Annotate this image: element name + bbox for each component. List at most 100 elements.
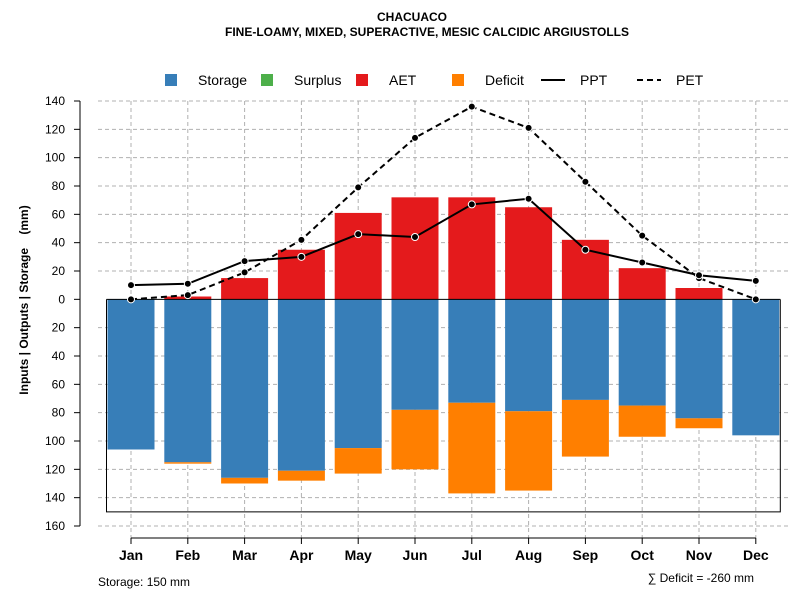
ppt-point-aug: [524, 194, 533, 203]
pet-point-aug: [524, 123, 533, 132]
legend-label-aet: AET: [389, 72, 417, 88]
y-tick-label: 60: [52, 377, 66, 391]
ppt-point-mar: [240, 257, 249, 266]
pet-point-apr: [297, 235, 306, 244]
x-tick-label-sep: Sep: [573, 547, 599, 563]
y-tick-label: 20: [52, 321, 66, 335]
x-tick-label-mar: Mar: [232, 547, 257, 563]
legend-label-storage: Storage: [198, 72, 247, 88]
storage-note: Storage: 150 mm: [98, 575, 190, 589]
aet-bar-nov: [675, 288, 723, 300]
storage-bar-mar: [221, 299, 269, 478]
chart-title: CHACUACO: [377, 10, 447, 24]
deficit-bar-jul: [448, 402, 496, 494]
storage-bar-jul: [448, 299, 496, 403]
aet-bar-jul: [448, 197, 496, 300]
y-tick-label: 40: [52, 349, 66, 363]
deficit-bar-aug: [505, 411, 553, 491]
aet-bar-may: [334, 212, 382, 300]
ppt-point-nov: [695, 271, 703, 280]
storage-bar-apr: [277, 299, 325, 471]
y-tick-label: 60: [52, 207, 66, 221]
ppt-point-dec: [751, 276, 760, 285]
y-tick-label: 20: [52, 264, 66, 278]
legend-swatch-surplus: [261, 74, 273, 86]
y-tick-label: 100: [45, 151, 65, 165]
pet-point-jul: [467, 102, 476, 111]
pet-point-oct: [638, 231, 647, 240]
storage-bar-feb: [164, 299, 212, 463]
legend-label-pet: PET: [676, 72, 704, 88]
chart-subtitle: FINE-LOAMY, MIXED, SUPERACTIVE, MESIC CA…: [225, 25, 629, 39]
deficit-bar-jun: [391, 409, 439, 470]
x-tick-label-feb: Feb: [175, 547, 200, 563]
aet-bar-aug: [505, 207, 553, 300]
deficit-bar-mar: [221, 477, 269, 484]
y-tick-label: 120: [45, 122, 65, 136]
ppt-point-jul: [467, 200, 476, 209]
pet-point-feb: [183, 291, 192, 300]
y-tick-label: 80: [52, 406, 66, 420]
deficit-bar-may: [334, 448, 382, 474]
ppt-point-may: [354, 230, 363, 239]
deficit-note: ∑ Deficit = -260 mm: [648, 571, 754, 585]
y-tick-label: 140: [45, 94, 65, 108]
deficit-bar-apr: [277, 470, 325, 481]
y-axis-title: Inputs | Outputs | Storage (mm): [17, 205, 31, 394]
pet-point-mar: [240, 268, 249, 277]
x-tick-label-oct: Oct: [631, 547, 655, 563]
x-tick-label-aug: Aug: [515, 547, 542, 563]
storage-capacity-box: [106, 299, 781, 513]
aet-bar-mar: [221, 278, 269, 300]
ppt-point-sep: [581, 245, 590, 254]
ppt-point-feb: [183, 279, 192, 288]
y-tick-label: 120: [45, 462, 65, 476]
pet-point-jun: [411, 133, 419, 142]
legend-swatch-deficit: [452, 74, 464, 86]
ppt-point-jan: [127, 281, 135, 290]
pet-point-sep: [581, 177, 590, 186]
legend: Storage Surplus AET Deficit PPT PET: [165, 72, 704, 88]
pet-point-may: [354, 183, 363, 192]
y-tick-label: 0: [58, 292, 65, 306]
deficit-bar-nov: [675, 418, 723, 429]
ppt-point-apr: [297, 252, 306, 261]
y-tick-label: 160: [45, 519, 65, 533]
pet-point-dec: [751, 295, 760, 304]
ppt-point-jun: [411, 233, 419, 241]
storage-bar-aug: [505, 299, 553, 412]
aet-bar-oct: [618, 268, 666, 300]
x-tick-label-may: May: [345, 547, 372, 563]
deficit-bar-feb: [164, 462, 212, 464]
pet-point-jan: [127, 295, 135, 304]
pet-line: [130, 105, 757, 301]
legend-swatch-aet: [356, 74, 368, 86]
x-tick-label-nov: Nov: [686, 547, 713, 563]
storage-bar-sep: [561, 299, 609, 400]
x-tick-label-jul: Jul: [462, 547, 482, 563]
y-tick-label: 80: [52, 179, 66, 193]
storage-bar-nov: [675, 299, 723, 419]
ppt-line: [130, 197, 756, 287]
ppt-point-oct: [638, 258, 647, 267]
deficit-bar-oct: [618, 405, 666, 437]
storage-frame: [106, 298, 781, 513]
storage-bar-oct: [618, 299, 666, 406]
legend-label-deficit: Deficit: [485, 72, 524, 88]
x-tick-label-jan: Jan: [119, 547, 143, 563]
aet-bar-jun: [391, 197, 439, 300]
axes: 140 120 100 80 60 40 20 0 20 40 60 80 100 120 140 160 Ja…: [45, 94, 769, 563]
y-tick-label: 140: [45, 491, 65, 505]
storage-bar-jan: [107, 299, 155, 450]
y-tick-label: 100: [45, 434, 65, 448]
series-lines: [127, 102, 760, 304]
legend-swatch-storage: [165, 74, 177, 86]
x-tick-label-dec: Dec: [743, 547, 769, 563]
bars: [107, 197, 780, 494]
y-tick-label: 40: [52, 236, 66, 250]
legend-label-surplus: Surplus: [294, 72, 341, 88]
storage-bar-jun: [391, 299, 439, 410]
x-tick-label-jun: Jun: [403, 547, 428, 563]
storage-bar-may: [334, 299, 382, 449]
